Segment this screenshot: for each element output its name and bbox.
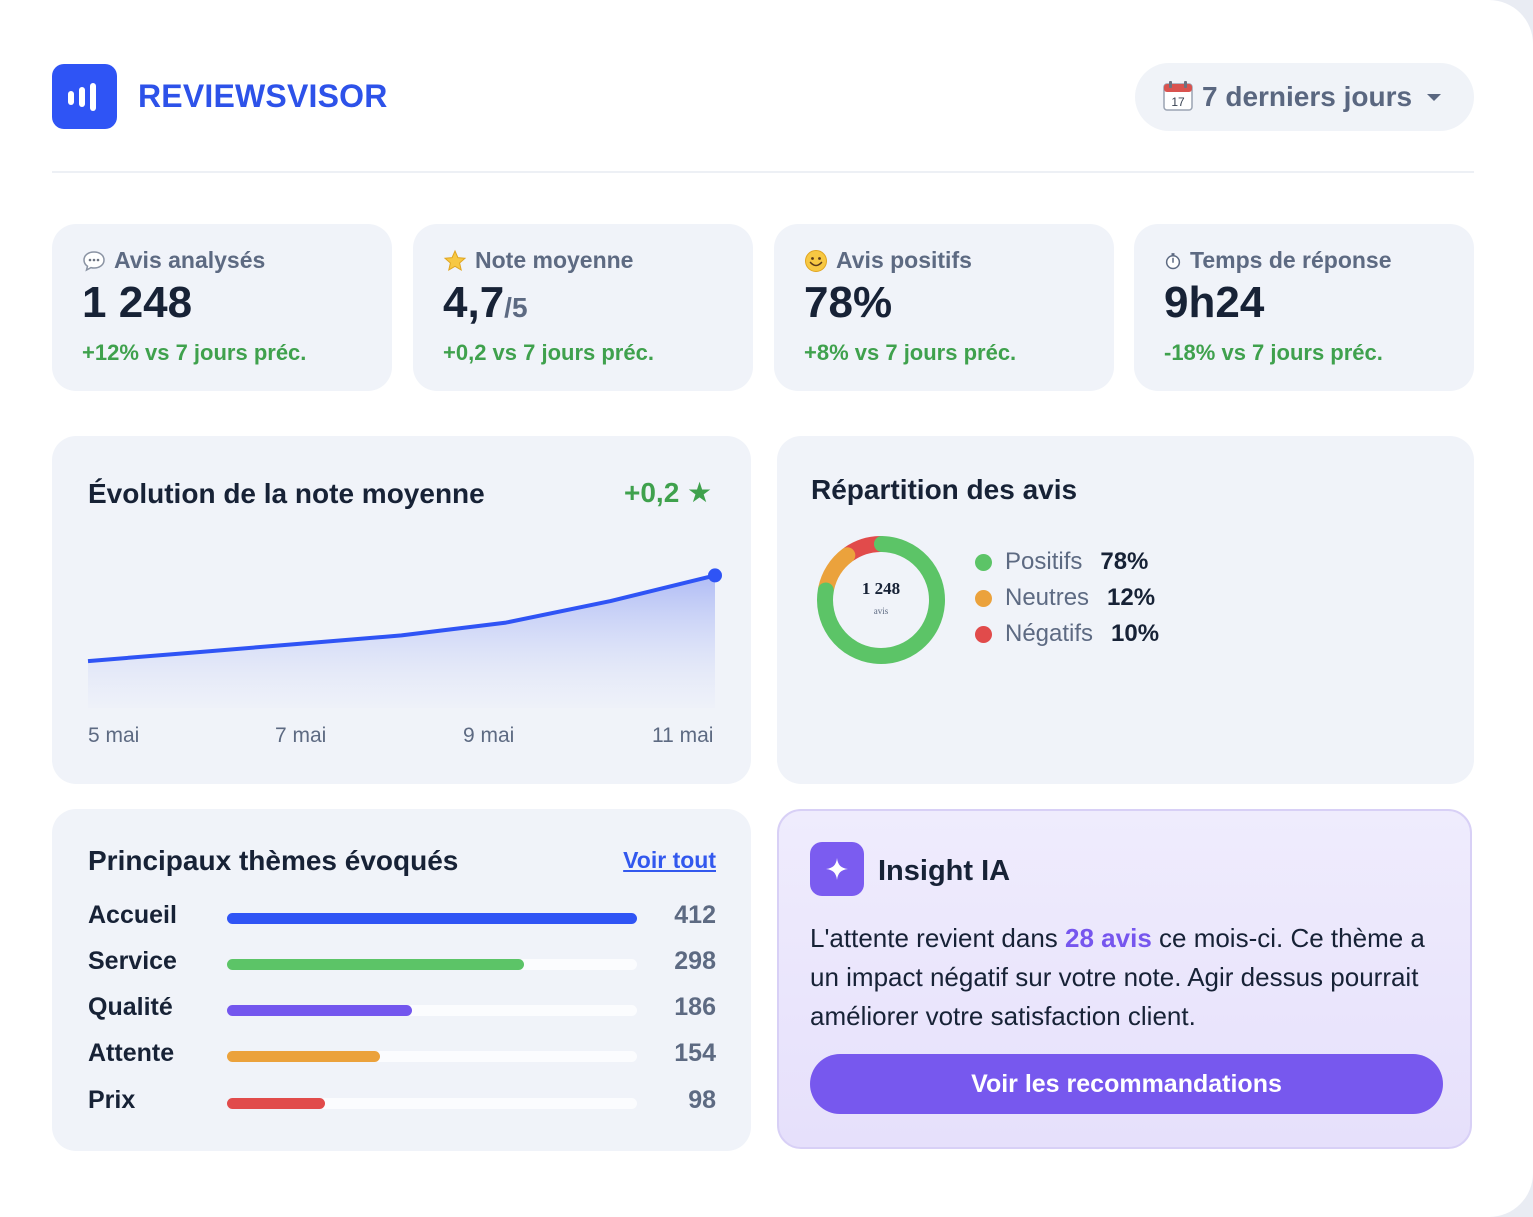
insight-panel: Insight IA L'attente revient dans 28 avi… <box>777 809 1472 1149</box>
kpi-card-positive: Avis positifs 78% +8% vs 7 jours préc. <box>774 224 1114 391</box>
trend-end-point <box>708 568 722 583</box>
theme-row: Attente 154 <box>88 1039 716 1073</box>
brand-name: REVIEWSVISOR <box>138 78 388 114</box>
kpi-card-reviews: Avis analysés 1 248 +12% vs 7 jours préc… <box>52 224 392 391</box>
theme-bar-fill <box>227 1005 413 1016</box>
stopwatch-icon <box>1165 252 1181 269</box>
speech-bubble-icon <box>83 250 105 271</box>
see-all-link[interactable]: Voir tout <box>623 847 716 873</box>
kpi-title: Temps de réponse <box>1190 247 1392 273</box>
svg-text:17: 17 <box>1171 95 1185 109</box>
theme-name: Accueil <box>88 901 177 929</box>
kpi-delta: +12% vs 7 jours préc. <box>82 340 307 365</box>
kpi-value-text: 9h24 <box>1164 278 1265 327</box>
legend-item: Négatifs 10% <box>975 620 1159 648</box>
theme-bar-track <box>227 913 637 924</box>
theme-bar-track <box>227 1005 637 1016</box>
kpi-value: 1 248 <box>82 278 192 328</box>
kpi-value-text: 78% <box>804 278 893 327</box>
chevron-down-icon <box>1427 94 1441 101</box>
legend-label: Positifs <box>1005 548 1083 575</box>
donut-center-value: 1 248 <box>862 579 900 598</box>
rating-trend-panel: Évolution de la note moyenne +0,2 ★ 5 ma… <box>52 436 751 784</box>
theme-name: Attente <box>88 1039 175 1067</box>
donut-chart: 1 248 avis <box>817 536 945 664</box>
kpi-title: Avis positifs <box>836 247 972 273</box>
trend-delta: +0,2 ★ <box>624 477 713 508</box>
theme-row: Prix 98 <box>88 1086 716 1120</box>
logo-icon <box>52 64 117 129</box>
kpi-value: 78% <box>804 278 892 328</box>
kpi-value-suffix: /5 <box>504 292 528 323</box>
kpi-value-text: 4,7 <box>443 278 505 327</box>
kpi-title: Avis analysés <box>114 247 266 273</box>
insight-text-start: L'attente revient dans <box>810 923 1066 953</box>
theme-row: Accueil 412 <box>88 901 716 935</box>
legend-value: 12% <box>1107 584 1156 611</box>
kpi-title: Note moyenne <box>475 247 634 273</box>
insight-highlight: 28 avis <box>1065 923 1152 953</box>
date-range-label: 7 derniers jours <box>1202 81 1413 112</box>
kpi-value-text: 1 248 <box>82 278 193 327</box>
themes-title: Principaux thèmes évoqués <box>88 845 459 876</box>
x-tick-label: 9 mai <box>463 724 515 747</box>
x-tick-label: 7 mai <box>275 724 327 747</box>
theme-name: Service <box>88 947 177 975</box>
theme-bar-track <box>227 1051 637 1062</box>
insight-title: Insight IA <box>878 855 1011 887</box>
kpi-card-rating: Note moyenne 4,7/5 +0,2 vs 7 jours préc. <box>413 224 753 391</box>
legend-value: 10% <box>1111 620 1160 647</box>
theme-row: Service 298 <box>88 947 716 981</box>
star-icon <box>443 249 467 271</box>
insight-text: L'attente revient dans 28 avis ce mois-c… <box>810 919 1450 1036</box>
theme-bar-fill <box>227 913 637 924</box>
donut-slice-positifs <box>817 536 945 664</box>
kpi-card-response-time: Temps de réponse 9h24 -18% vs 7 jours pr… <box>1134 224 1474 391</box>
legend-label: Négatifs <box>1005 620 1094 647</box>
recommendations-button[interactable]: Voir les recommandations <box>810 1054 1443 1114</box>
theme-count: 298 <box>674 947 716 975</box>
kpi-delta: +8% vs 7 jours préc. <box>804 340 1017 365</box>
legend-dot <box>975 625 992 643</box>
theme-count: 98 <box>688 1086 716 1114</box>
header-divider <box>52 171 1474 173</box>
kpi-delta: -18% vs 7 jours préc. <box>1164 340 1383 365</box>
theme-name: Prix <box>88 1086 136 1114</box>
trend-chart <box>87 568 722 708</box>
legend-item: Positifs 78% <box>975 548 1148 576</box>
legend-label: Neutres <box>1005 584 1090 611</box>
legend-value: 78% <box>1100 548 1149 575</box>
legend-dot <box>975 589 992 607</box>
theme-bar-track <box>227 959 637 970</box>
kpi-value: 9h24 <box>1164 278 1264 328</box>
trend-line <box>87 573 716 664</box>
trend-title: Évolution de la note moyenne <box>88 478 485 509</box>
theme-count: 154 <box>674 1039 716 1067</box>
donut-center-label: avis <box>874 606 889 616</box>
sparkle-icon <box>810 842 864 896</box>
legend-dot <box>975 553 992 571</box>
theme-name: Qualité <box>88 993 173 1021</box>
theme-bar-track <box>227 1098 637 1109</box>
theme-row: Qualité 186 <box>88 993 716 1027</box>
theme-bar-fill <box>227 959 524 970</box>
x-tick-label: 11 mai <box>652 724 714 747</box>
theme-bar-fill <box>227 1051 381 1062</box>
kpi-delta: +0,2 vs 7 jours préc. <box>443 340 654 365</box>
distribution-title: Répartition des avis <box>811 474 1078 505</box>
theme-count: 186 <box>674 993 716 1021</box>
theme-count: 412 <box>674 901 716 929</box>
kpi-value: 4,7/5 <box>443 278 528 328</box>
calendar-icon: 17 <box>1163 81 1193 111</box>
theme-bar-fill <box>227 1098 325 1109</box>
legend-item: Neutres 12% <box>975 584 1155 612</box>
themes-panel: Principaux thèmes évoqués Voir tout Accu… <box>52 809 751 1151</box>
date-range-dropdown[interactable]: 17 7 derniers jours <box>1135 63 1474 131</box>
insight-text-end: ce mois-ci. Ce thème a un impact négatif… <box>810 923 1425 1031</box>
trend-area <box>88 575 715 708</box>
distribution-panel: Répartition des avis 1 248 avis Positifs… <box>777 436 1474 784</box>
x-tick-label: 5 mai <box>88 724 140 747</box>
smile-icon <box>805 249 827 272</box>
